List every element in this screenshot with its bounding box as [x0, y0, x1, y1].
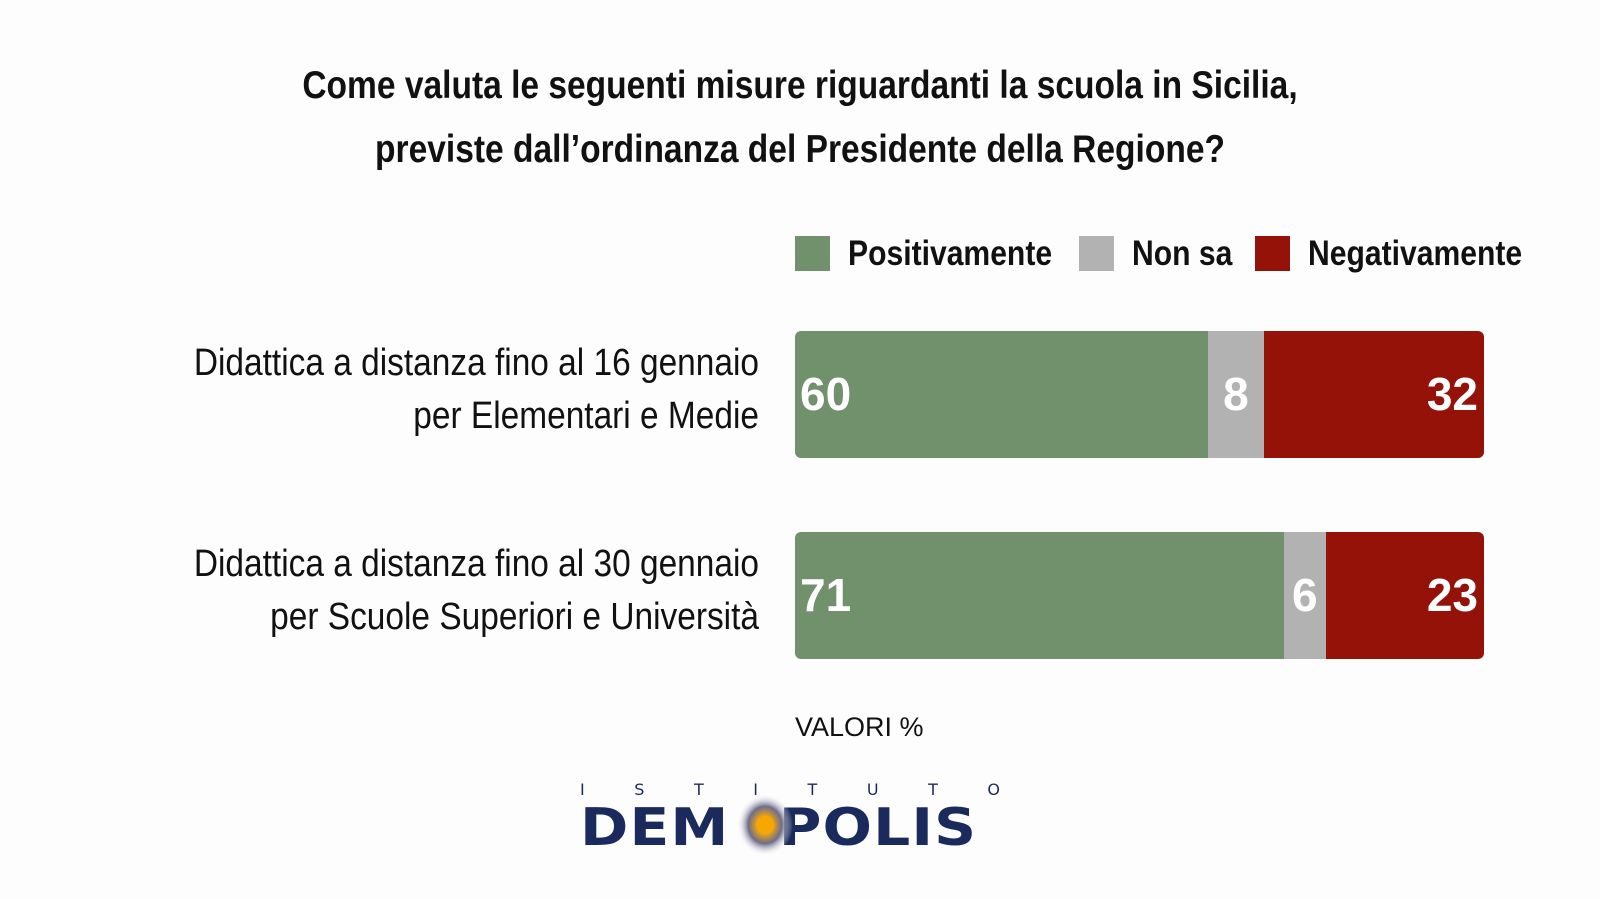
bar-segment-negativamente-2: 23 [1325, 532, 1484, 659]
logo-small-letter: T [928, 780, 938, 799]
chart-title-line-1: Come valuta le seguenti misure riguardan… [302, 64, 1298, 107]
category-label-2-line-2: per Scuole Superiori e Università [270, 596, 759, 638]
category-label-1: Didattica a distanza fino al 16 gennaio … [143, 337, 759, 443]
category-label-1-line-2: per Elementari e Medie [413, 395, 759, 437]
data-label-negativamente-1: 32 [1426, 368, 1478, 420]
logo-small-letter: S [634, 780, 645, 799]
chart-title-line-2: previste dall’ordinanza del Presidente d… [375, 128, 1225, 171]
legend-swatch-non-sa [1079, 236, 1114, 271]
logo-small-letter: O [987, 780, 1000, 799]
values-footnote: VALORI % [795, 712, 924, 742]
legend-swatch-positivamente [795, 236, 830, 271]
legend-label-non-sa: Non sa [1132, 234, 1233, 273]
demopolis-logo: I S T I T U T O DEM POLIS [580, 780, 1020, 860]
data-label-negativamente-2: 23 [1426, 569, 1478, 621]
bar-segment-non-sa-2: 6 [1284, 532, 1326, 659]
bar-segment-non-sa-1: 8 [1208, 331, 1264, 458]
data-label-non-sa-2: 6 [1292, 569, 1318, 621]
data-label-non-sa-1: 8 [1223, 368, 1249, 420]
stacked-bar-2: 71 6 23 [795, 532, 1484, 659]
logo-sphere-icon [737, 794, 793, 856]
category-label-1-line-1: Didattica a distanza fino al 16 gennaio [193, 342, 759, 384]
logo-small-letter: I [580, 780, 585, 799]
category-label-2: Didattica a distanza fino al 30 gennaio … [143, 538, 759, 644]
logo-text-polis: POLIS [778, 798, 978, 858]
data-label-positivamente-1: 60 [800, 368, 852, 420]
logo-small-letter: T [807, 780, 818, 799]
legend-label-positivamente: Positivamente [848, 234, 1053, 273]
bar-segment-negativamente-1: 32 [1263, 331, 1484, 458]
logo-small-letter: U [866, 780, 879, 799]
logo-big-text: DEM POLIS [580, 798, 977, 858]
category-label-2-line-1: Didattica a distanza fino al 30 gennaio [193, 543, 759, 585]
bar-segment-positivamente-2: 71 [795, 532, 1285, 659]
legend-label-negativamente: Negativamente [1308, 234, 1523, 273]
legend-swatch-negativamente [1255, 236, 1290, 271]
chart-title: Come valuta le seguenti misure riguardan… [112, 54, 1488, 182]
stacked-bar-1: 60 8 32 [795, 331, 1484, 458]
bar-segment-positivamente-1: 60 [795, 331, 1209, 458]
logo-text-dem: DEM [580, 798, 730, 858]
data-label-positivamente-2: 71 [800, 569, 852, 621]
logo-small-letter: T [693, 780, 704, 799]
logo-small-letter: I [753, 780, 758, 799]
